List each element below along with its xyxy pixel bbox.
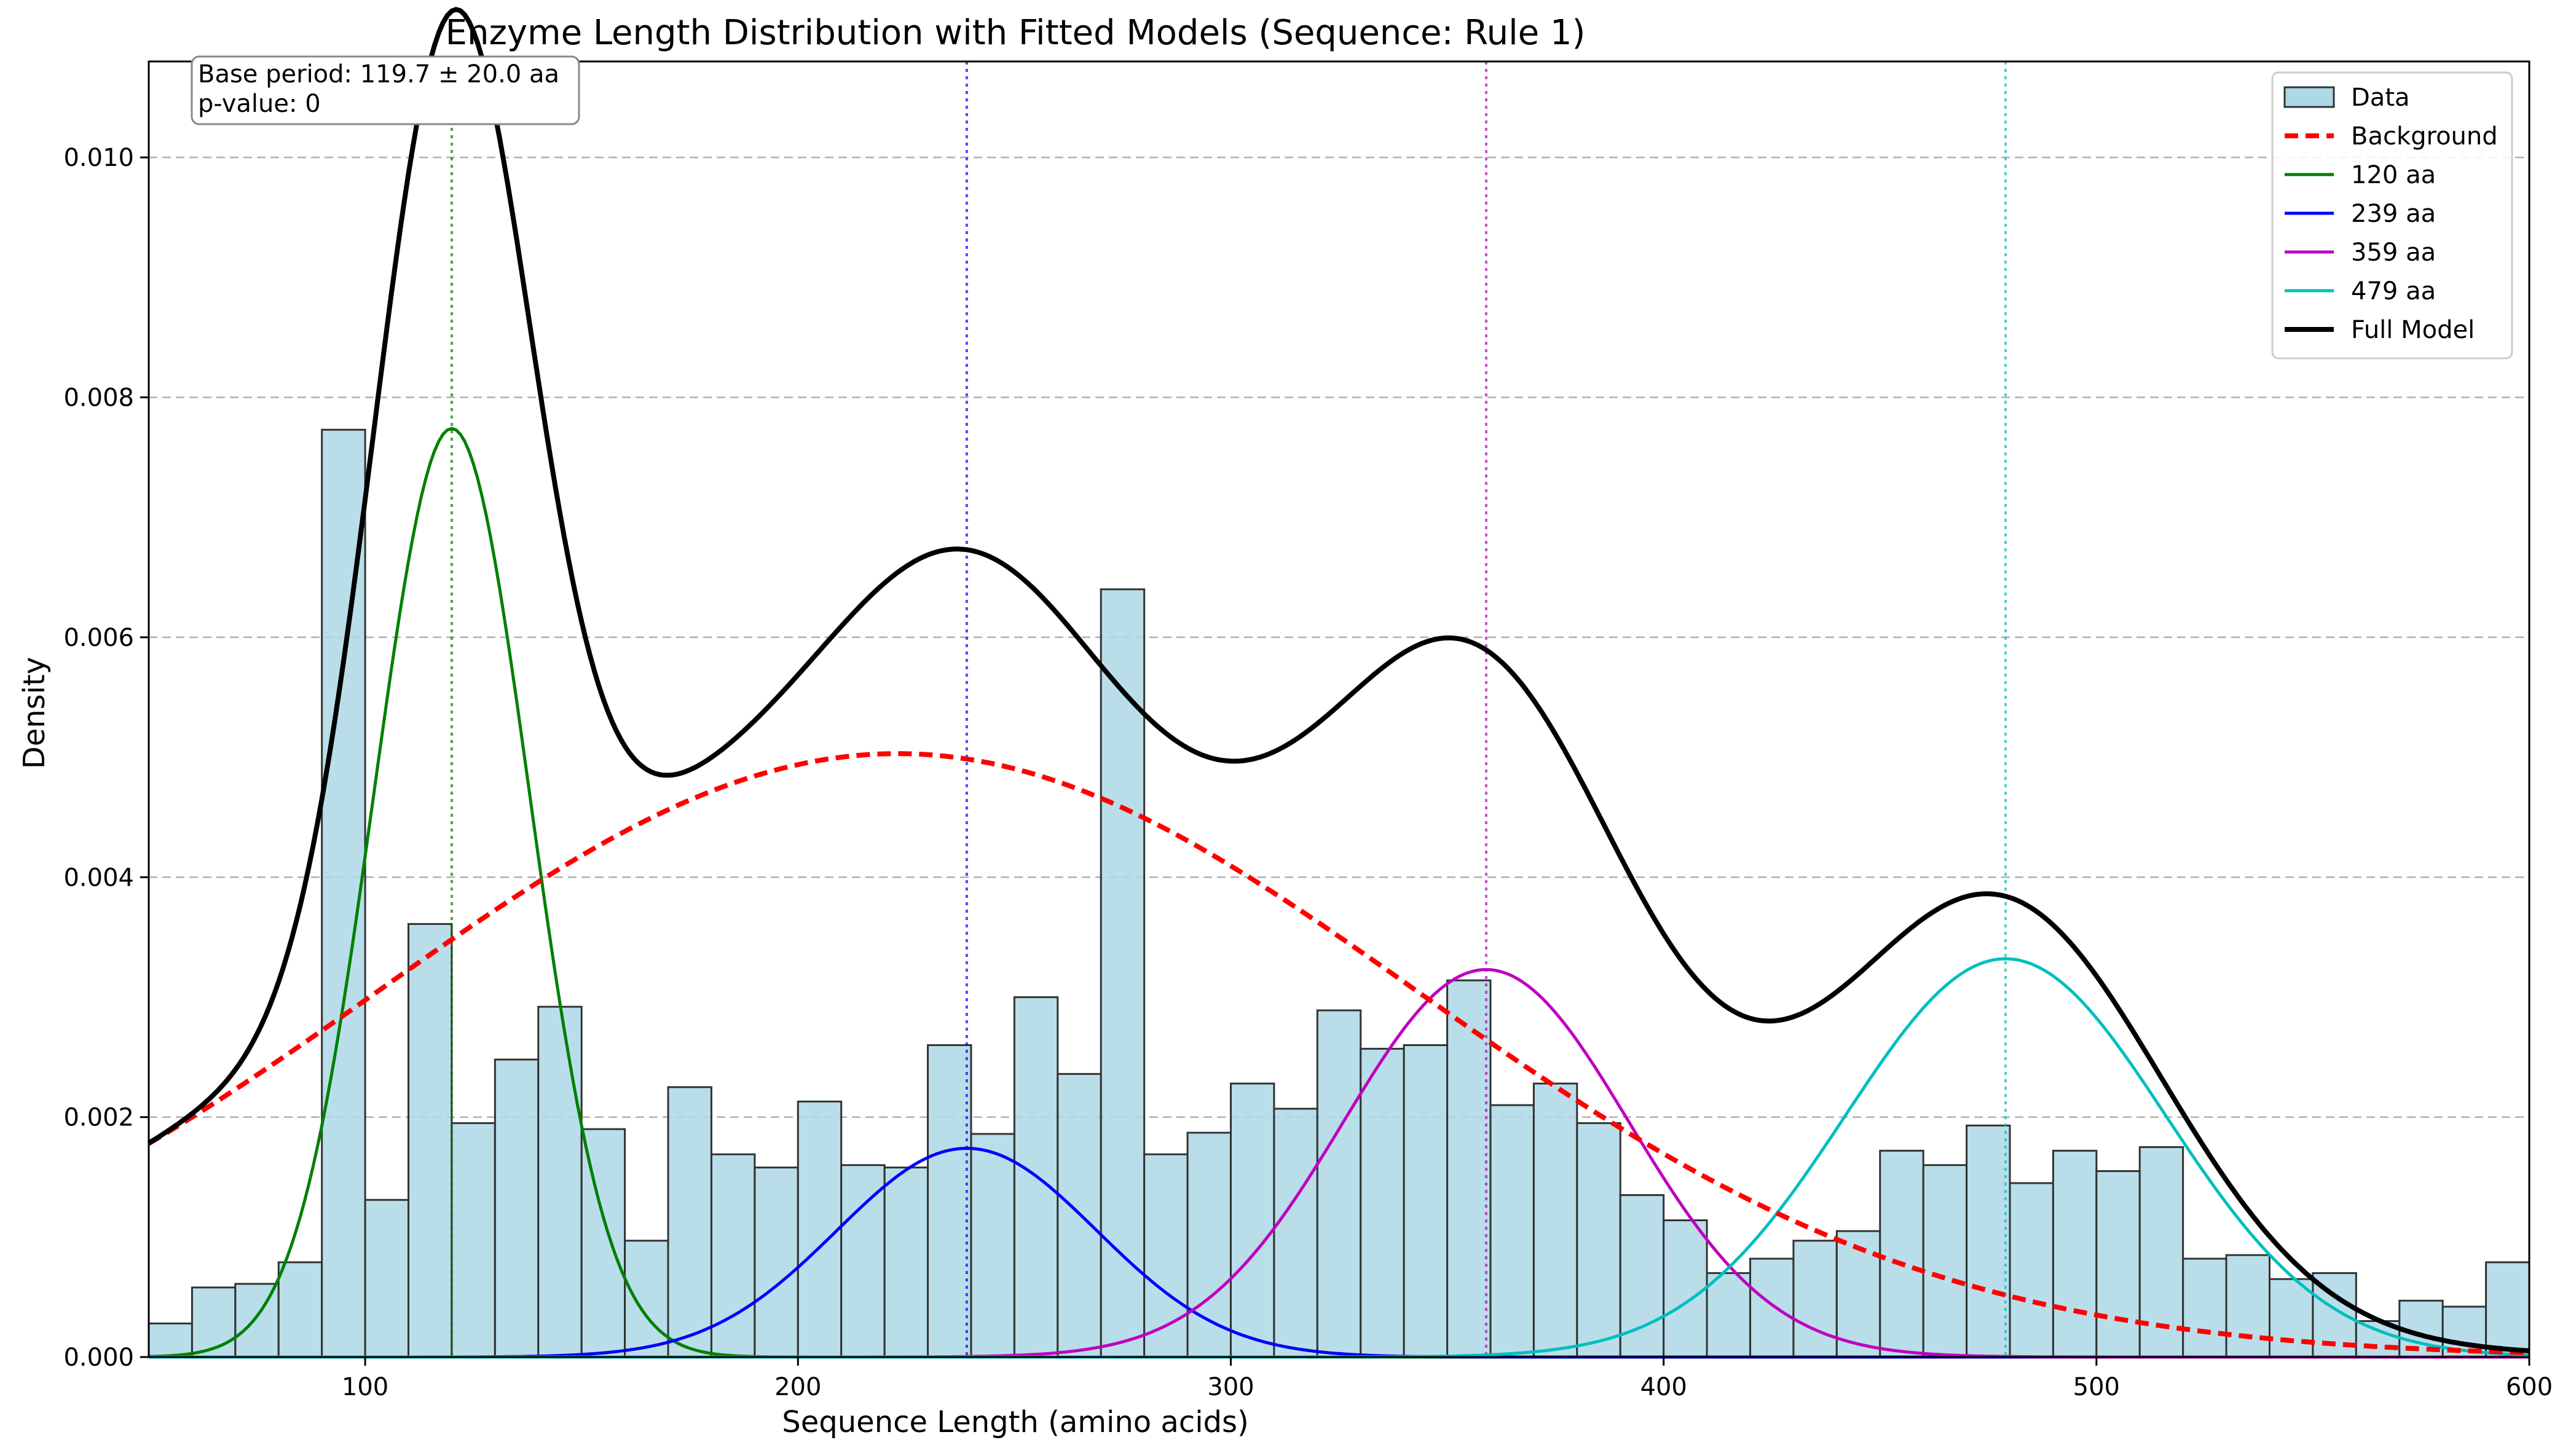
histogram-bar bbox=[2182, 1257, 2227, 1358]
legend-label: 359 aa bbox=[2351, 238, 2436, 267]
histogram-bar bbox=[1273, 1108, 1318, 1358]
x-axis-label: Sequence Length (amino acids) bbox=[782, 1405, 1248, 1439]
legend-frame bbox=[2271, 71, 2513, 360]
histogram-bar bbox=[2052, 1149, 2098, 1358]
y-tick-label: 0.002 bbox=[63, 1104, 134, 1132]
legend-label: Background bbox=[2351, 122, 2498, 151]
histogram-bar bbox=[1532, 1082, 1578, 1358]
axis-ticks: 100 200 300 400 500 600 0.000 0.002 0.004 0.006 0.… bbox=[63, 144, 2553, 1401]
histogram-bar bbox=[408, 923, 453, 1358]
histogram-bar bbox=[1143, 1153, 1189, 1358]
histogram-bar bbox=[1792, 1240, 1838, 1358]
chart-title: Enzyme Length Distribution with Fitted M… bbox=[446, 13, 1586, 53]
histogram-bar bbox=[277, 1261, 323, 1358]
histogram-bar bbox=[1663, 1219, 1708, 1358]
legend-swatch-data bbox=[2283, 86, 2335, 108]
histogram-bar bbox=[754, 1167, 799, 1358]
histogram-bar bbox=[2009, 1182, 2054, 1358]
histogram-bar bbox=[1749, 1257, 1795, 1358]
histogram-bar bbox=[1706, 1272, 1751, 1358]
histogram-bar bbox=[191, 1286, 237, 1358]
histogram-bar bbox=[624, 1240, 669, 1358]
legend-label: Full Model bbox=[2351, 316, 2475, 344]
x-tick-label: 300 bbox=[1207, 1373, 1254, 1401]
y-tick-label: 0.006 bbox=[63, 624, 134, 652]
histogram-bar bbox=[797, 1100, 843, 1358]
plot-frame bbox=[148, 60, 2530, 1358]
histogram-bar bbox=[580, 1128, 626, 1358]
histogram-bar bbox=[2485, 1261, 2530, 1358]
x-tick-label: 100 bbox=[342, 1373, 388, 1401]
histogram-bar bbox=[1489, 1104, 1535, 1358]
histogram-bars bbox=[148, 428, 2530, 1358]
legend-label: 479 aa bbox=[2351, 277, 2436, 305]
x-tick-label: 200 bbox=[774, 1373, 821, 1401]
y-tick-label: 0.010 bbox=[63, 144, 134, 172]
histogram-bar bbox=[1403, 1044, 1449, 1358]
y-tick-label: 0.000 bbox=[63, 1344, 134, 1372]
y-tick-label: 0.004 bbox=[63, 864, 134, 892]
annotation-box-frame bbox=[191, 55, 580, 125]
histogram-bar bbox=[1576, 1122, 1621, 1358]
histogram-bar bbox=[1879, 1149, 1924, 1358]
annotation-base-period: Base period: 119.7 ± 20.0 aa bbox=[198, 60, 559, 89]
annotation-p-value: p-value: 0 bbox=[198, 90, 321, 118]
y-axis-label: Density bbox=[17, 657, 52, 769]
legend-label: 239 aa bbox=[2351, 200, 2436, 228]
histogram-bar bbox=[537, 1005, 583, 1358]
y-tick-label: 0.008 bbox=[63, 384, 134, 412]
histogram-bar bbox=[710, 1153, 756, 1358]
histogram-bar bbox=[1360, 1047, 1405, 1358]
histogram-bar bbox=[1316, 1009, 1362, 1358]
histogram-bar bbox=[970, 1133, 1015, 1358]
histogram-bar bbox=[2268, 1278, 2314, 1358]
histogram-bar bbox=[1229, 1082, 1275, 1358]
histogram-bar bbox=[364, 1198, 410, 1358]
annotation-box: Base period: 119.7 ± 20.0 aa p-value: 0 bbox=[191, 55, 580, 125]
full-model-curve bbox=[147, 7, 2530, 1353]
histogram-bar bbox=[1966, 1124, 2011, 1358]
histogram-bar bbox=[451, 1122, 496, 1358]
legend-label: Data bbox=[2351, 84, 2410, 112]
histogram-bar bbox=[494, 1058, 540, 1358]
background-curve bbox=[147, 751, 2530, 1355]
histogram-bar bbox=[1835, 1230, 1881, 1358]
histogram-bar bbox=[2225, 1254, 2271, 1358]
histogram-bar bbox=[148, 1322, 193, 1358]
histogram-bar bbox=[321, 428, 366, 1358]
legend: Data Background 120 aa 239 aa 359 aa 479 aa Fu… bbox=[2271, 71, 2513, 360]
legend-label: 120 aa bbox=[2351, 161, 2436, 189]
x-tick-label: 600 bbox=[2506, 1373, 2553, 1401]
histogram-bar bbox=[840, 1164, 886, 1358]
histogram-bar bbox=[927, 1044, 972, 1358]
histogram-bar bbox=[2095, 1170, 2141, 1358]
histogram-bar bbox=[1922, 1164, 1968, 1358]
x-tick-label: 500 bbox=[2073, 1373, 2120, 1401]
histogram-bar bbox=[667, 1086, 712, 1358]
histogram-bar bbox=[883, 1167, 929, 1358]
histogram-bar bbox=[1186, 1131, 1232, 1358]
x-tick-label: 400 bbox=[1640, 1373, 1687, 1401]
component-mean-lines bbox=[450, 61, 2007, 1357]
